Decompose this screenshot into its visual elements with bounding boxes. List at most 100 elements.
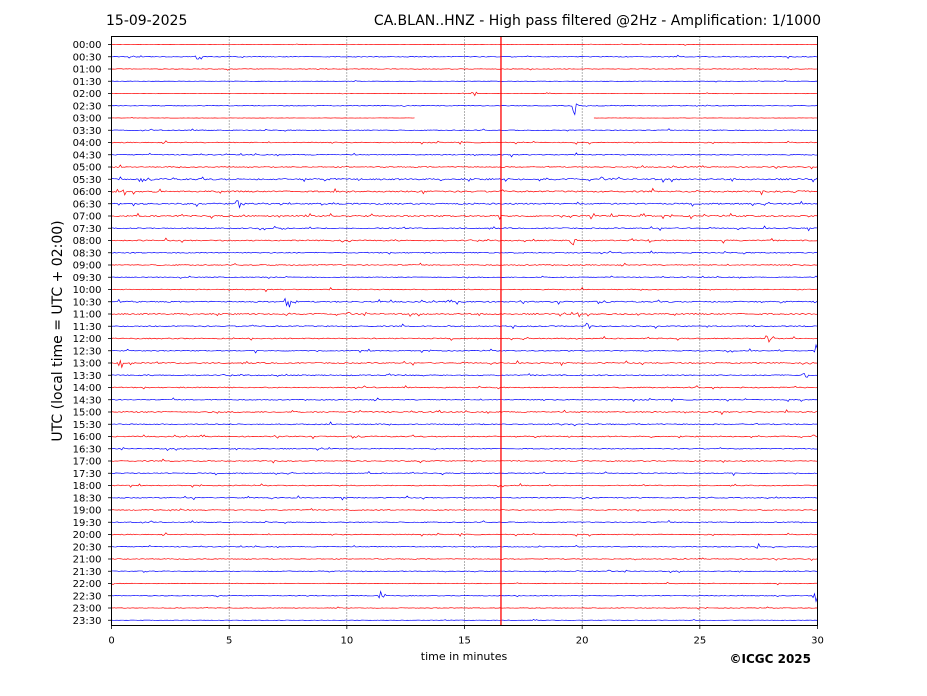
trace-20:00: [111, 532, 818, 537]
y-tick-label-08:00: 08:00: [73, 236, 102, 247]
y-tick-label-13:00: 13:00: [73, 359, 102, 370]
y-tick-label-08:30: 08:30: [73, 248, 102, 259]
trace-21:00: [111, 557, 818, 561]
trace-15:00: [111, 409, 818, 416]
y-tick-label-01:30: 01:30: [73, 77, 102, 88]
trace-08:30: [111, 250, 818, 255]
x-tick-label-15: 15: [458, 636, 471, 647]
trace-20:30: [111, 542, 818, 549]
x-tick-label-20: 20: [576, 636, 589, 647]
y-tick-label-05:00: 05:00: [73, 163, 102, 174]
y-tick-label-19:30: 19:30: [73, 518, 102, 529]
y-tick-label-13:30: 13:30: [73, 371, 102, 382]
trace-07:30: [111, 225, 818, 232]
trace-01:00: [111, 68, 818, 71]
y-tick-label-07:00: 07:00: [73, 212, 102, 223]
trace-17:00: [111, 458, 818, 464]
y-tick-label-10:00: 10:00: [73, 285, 102, 296]
trace-22:30: [111, 590, 818, 603]
y-tick-label-05:30: 05:30: [73, 175, 102, 186]
trace-02:30: [111, 103, 818, 116]
y-tick-label-18:00: 18:00: [73, 481, 102, 492]
y-tick-label-16:00: 16:00: [73, 432, 102, 443]
trace-09:30: [111, 275, 818, 279]
y-tick-label-09:30: 09:30: [73, 273, 102, 284]
trace-11:30: [111, 322, 818, 330]
chart-date: 15-09-2025: [106, 13, 187, 29]
x-tick-label-5: 5: [226, 636, 232, 647]
trace-15:30: [111, 421, 818, 427]
seismic-traces: [111, 43, 818, 622]
x-axis-ticks: 0 5 10 15 20 25 30: [108, 625, 824, 647]
y-tick-label-15:00: 15:00: [73, 408, 102, 419]
y-tick-label-12:30: 12:30: [73, 346, 102, 357]
y-tick-label-06:00: 06:00: [73, 187, 102, 198]
trace-16:00: [111, 434, 818, 440]
x-tick-label-30: 30: [811, 636, 824, 647]
y-tick-label-14:30: 14:30: [73, 395, 102, 406]
trace-05:30: [111, 176, 818, 183]
trace-13:00: [111, 359, 818, 369]
y-tick-label-11:30: 11:30: [73, 322, 102, 333]
y-tick-label-02:00: 02:00: [73, 89, 102, 100]
trace-05:00: [111, 164, 818, 170]
trace-09:00: [111, 262, 818, 267]
x-tick-label-0: 0: [108, 636, 114, 647]
x-axis-label: time in minutes: [421, 650, 508, 663]
x-tick-label-10: 10: [340, 636, 353, 647]
trace-04:30: [111, 152, 818, 158]
trace-18:30: [111, 495, 818, 501]
y-tick-label-17:00: 17:00: [73, 457, 102, 468]
y-tick-label-02:30: 02:30: [73, 101, 102, 112]
y-tick-label-00:00: 00:00: [73, 40, 102, 51]
y-tick-label-23:30: 23:30: [73, 616, 102, 627]
trace-10:00: [111, 286, 818, 293]
grid-lines: [228, 36, 701, 626]
trace-14:30: [111, 397, 818, 403]
y-tick-label-16:30: 16:30: [73, 444, 102, 455]
trace-16:30: [111, 447, 818, 451]
y-tick-label-09:00: 09:00: [73, 261, 102, 272]
trace-01:30: [111, 80, 818, 83]
y-tick-label-00:30: 00:30: [73, 52, 102, 63]
y-tick-label-20:30: 20:30: [73, 542, 102, 553]
trace-19:30: [111, 519, 818, 524]
copyright-label: ©ICGC 2025: [729, 652, 811, 666]
trace-12:30: [111, 343, 818, 354]
y-tick-label-23:00: 23:00: [73, 604, 102, 615]
trace-21:30: [111, 569, 818, 574]
trace-18:00: [111, 482, 818, 488]
x-tick-label-25: 25: [693, 636, 706, 647]
trace-23:00: [111, 606, 818, 610]
trace-03:30: [111, 128, 818, 132]
y-tick-label-15:30: 15:30: [73, 420, 102, 431]
y-tick-label-04:30: 04:30: [73, 150, 102, 161]
trace-12:00: [111, 335, 818, 343]
y-tick-label-03:30: 03:30: [73, 126, 102, 137]
trace-19:00: [111, 508, 818, 512]
y-tick-label-04:00: 04:00: [73, 138, 102, 149]
y-tick-label-06:30: 06:30: [73, 199, 102, 210]
trace-08:00: [111, 237, 818, 246]
y-tick-label-14:00: 14:00: [73, 383, 102, 394]
y-tick-label-07:30: 07:30: [73, 224, 102, 235]
y-tick-label-18:30: 18:30: [73, 493, 102, 504]
trace-13:30: [111, 372, 818, 378]
y-tick-label-19:00: 19:00: [73, 506, 102, 517]
trace-17:30: [111, 471, 818, 477]
trace-07:00: [111, 212, 818, 221]
y-tick-label-01:00: 01:00: [73, 65, 102, 76]
y-tick-label-10:30: 10:30: [73, 297, 102, 308]
trace-03:00: [111, 117, 818, 119]
trace-14:00: [111, 385, 818, 390]
chart-title: CA.BLAN..HNZ - High pass filtered @2Hz -…: [374, 13, 821, 29]
y-tick-label-21:00: 21:00: [73, 555, 102, 566]
y-tick-label-20:00: 20:00: [73, 530, 102, 541]
trace-06:30: [111, 200, 818, 209]
trace-04:00: [111, 140, 818, 145]
trace-10:30: [111, 297, 818, 308]
y-tick-label-12:00: 12:00: [73, 334, 102, 345]
trace-06:00: [111, 187, 818, 196]
